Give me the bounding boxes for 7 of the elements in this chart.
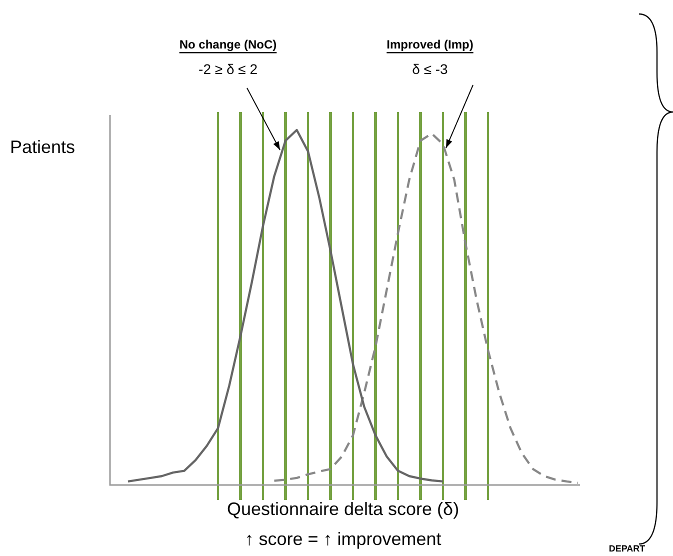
text: DEPART <box>608 543 646 554</box>
text: -2 ≥ δ ≤ 2 <box>198 60 258 77</box>
y-axis-title: Patients <box>10 136 76 157</box>
text: Improved (Imp) <box>386 37 474 52</box>
x-axis-title: Questionnaire delta score (δ) ↑ score = ↑ improvement <box>226 498 460 549</box>
text: δ ≤ -3 <box>412 60 448 77</box>
text: No change (NoC) <box>179 37 277 52</box>
